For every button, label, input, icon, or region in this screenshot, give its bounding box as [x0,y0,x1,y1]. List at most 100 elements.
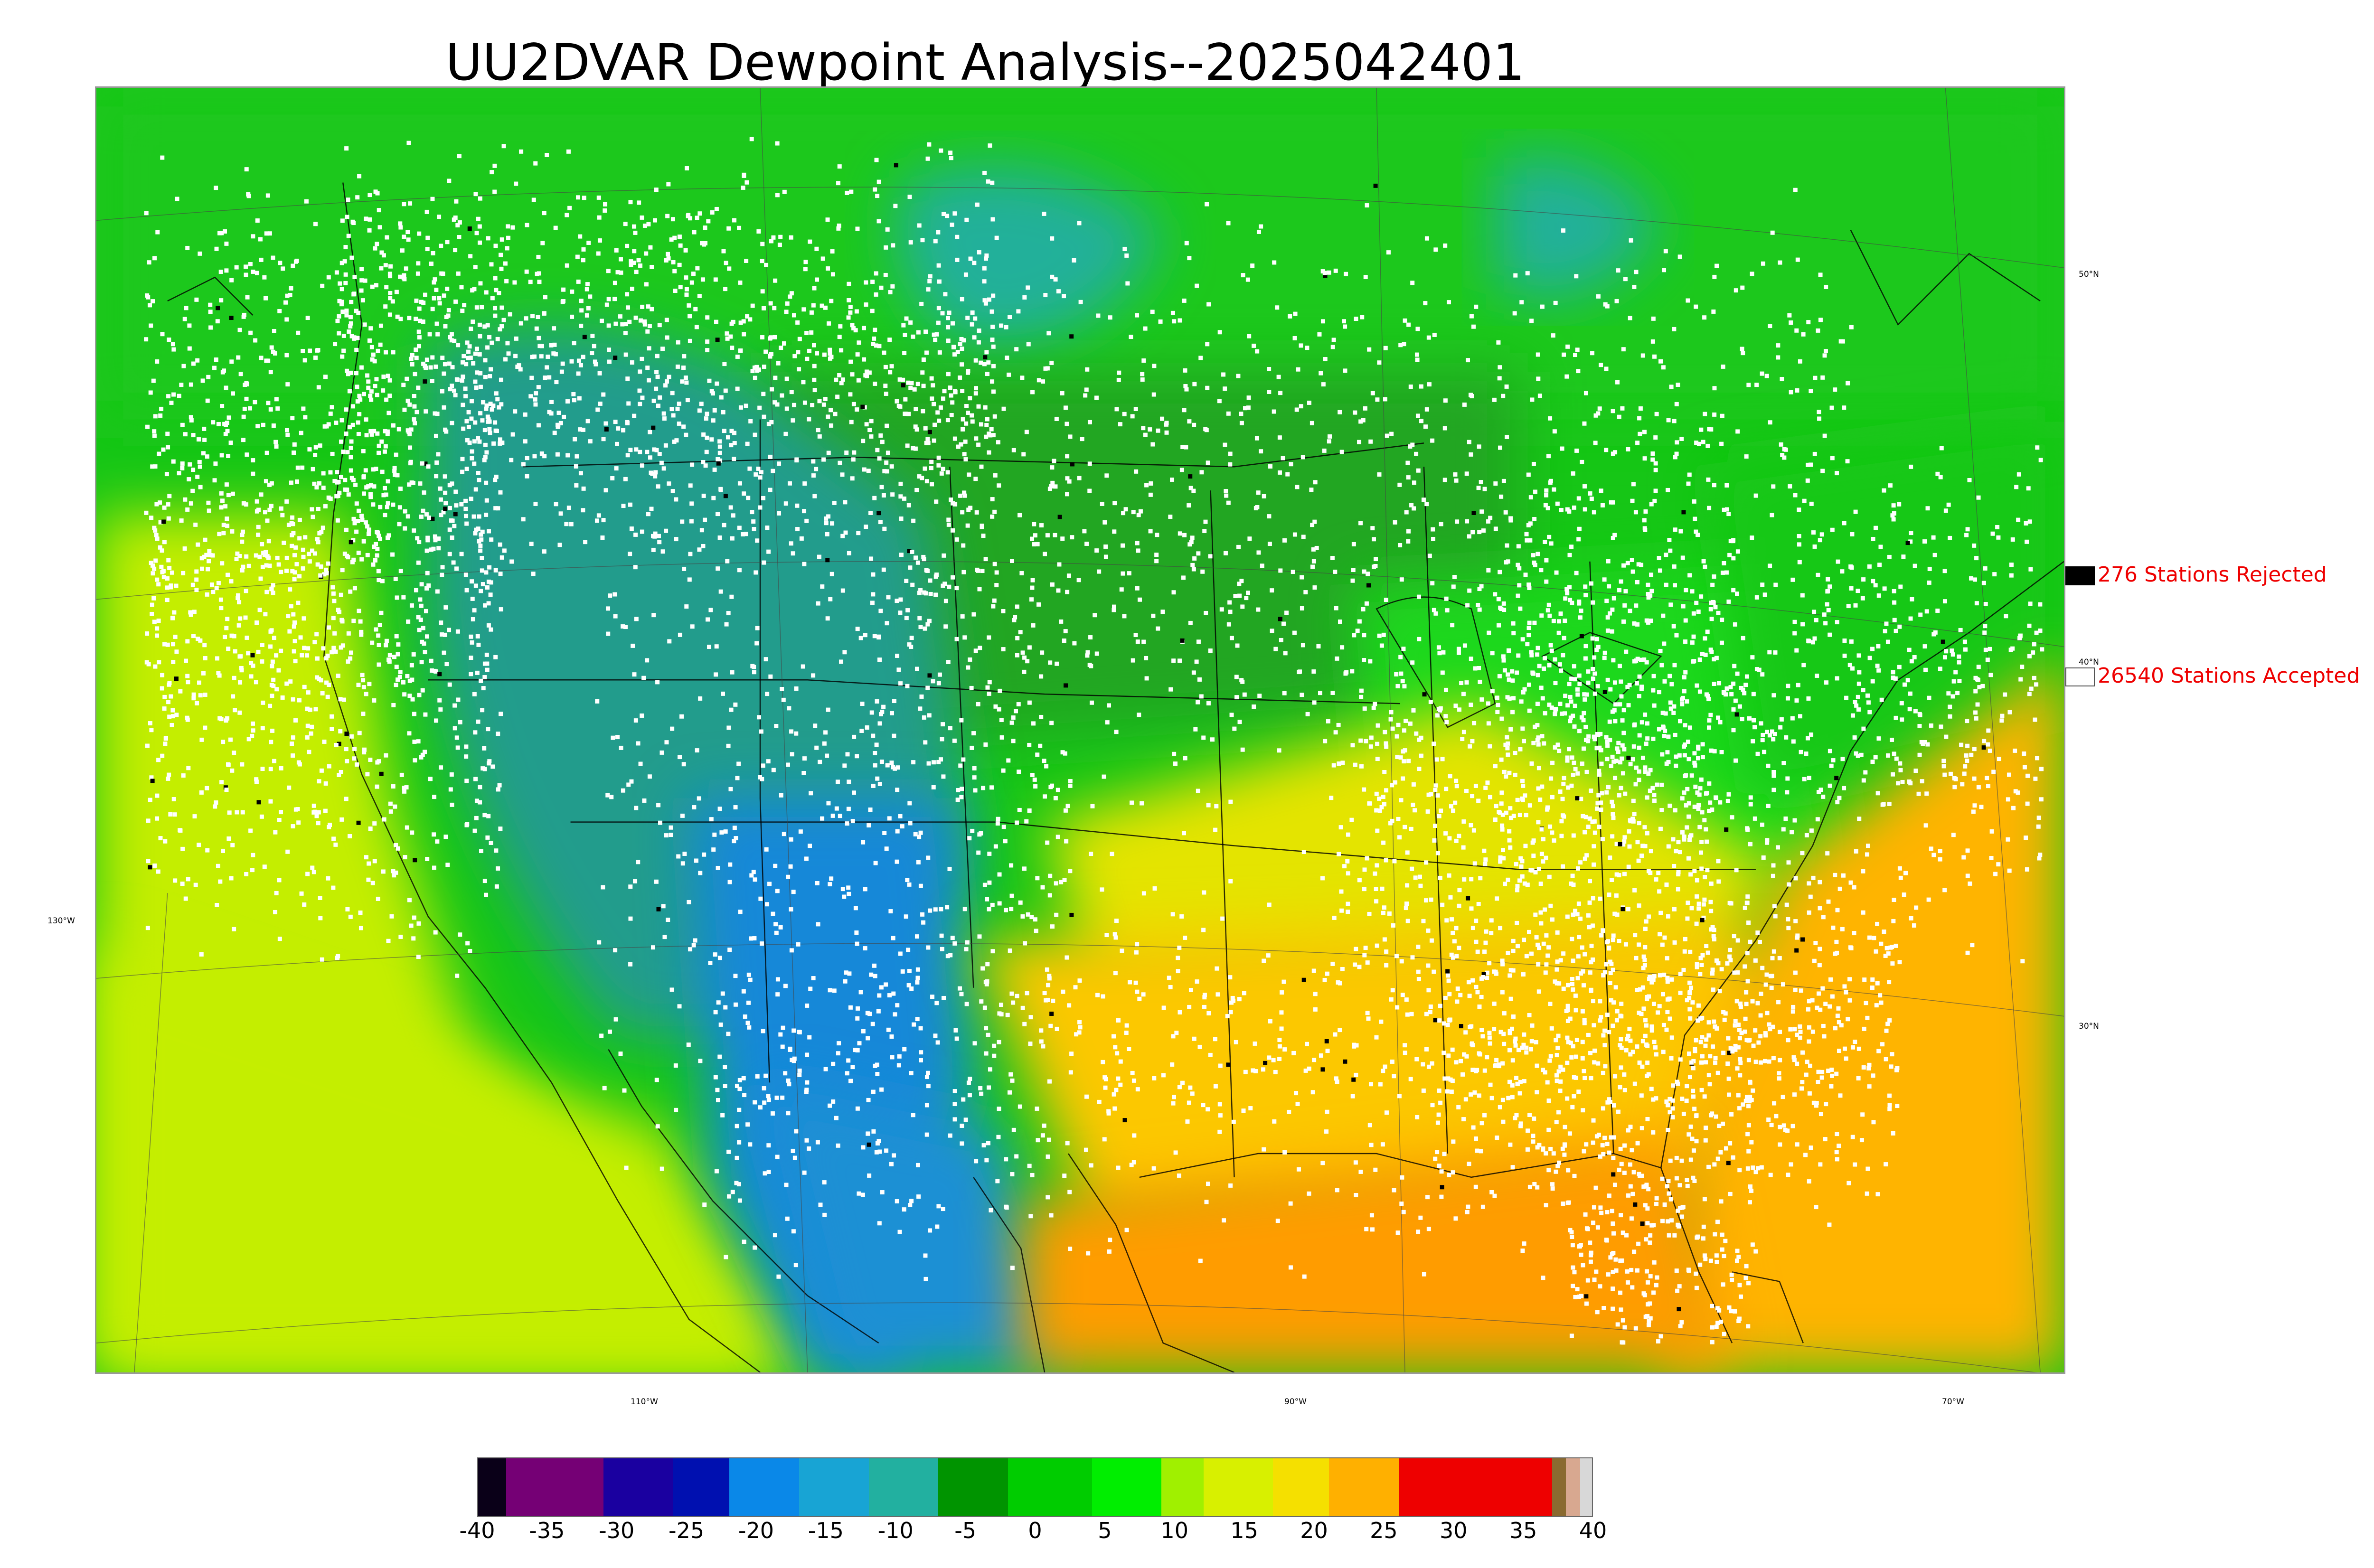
station-marker [359,289,364,293]
station-marker [960,347,964,351]
station-marker [530,314,535,318]
station-marker [1467,440,1471,444]
station-marker [579,471,583,475]
station-marker [1721,365,1725,369]
station-marker [1694,305,1698,309]
station-marker [456,745,460,750]
station-marker [1791,1009,1795,1014]
station-marker [862,357,866,362]
station-marker [285,294,290,298]
station-marker [828,348,832,352]
station-marker [1569,699,1573,704]
station-marker [1352,542,1356,546]
station-marker [1771,231,1775,235]
station-marker [1544,962,1548,967]
station-marker [1672,864,1676,868]
station-marker [442,405,446,410]
station-marker [1459,1059,1463,1063]
station-marker [684,376,688,380]
station-marker [1410,442,1414,447]
station-marker [410,603,414,608]
station-marker [478,323,482,327]
station-marker [1866,1066,1871,1070]
station-marker [1849,639,1854,644]
station-marker [586,241,591,245]
station-marker [1234,675,1239,679]
station-marker [701,277,705,282]
station-marker [301,406,305,411]
station-marker [1673,808,1677,812]
station-marker [825,532,829,536]
station-marker [232,676,236,680]
station-marker [810,310,814,315]
station-marker [1757,668,1762,672]
station-marker [2014,485,2018,489]
station-marker [593,359,597,364]
station-marker [1713,1061,1717,1065]
station-marker [1793,988,1798,992]
station-marker [1622,835,1627,839]
station-marker [1652,793,1656,797]
station-marker [628,552,632,556]
station-marker [511,432,515,437]
station-marker [1972,747,1977,751]
station-marker [1565,1097,1569,1101]
station-marker [338,282,342,286]
station-marker [1592,1060,1596,1064]
station-marker [1951,694,1955,698]
station-marker [834,378,838,382]
station-marker [181,571,185,575]
station-marker [368,758,372,762]
station-marker [1829,764,1834,768]
station-marker [372,698,376,703]
station-marker [1724,483,1729,488]
station-marker [1083,393,1087,397]
station-marker [1894,676,1898,681]
station-marker [1536,673,1540,677]
station-marker [1695,1139,1699,1143]
station-marker [443,507,447,511]
station-marker [1022,295,1027,300]
station-marker [1559,508,1564,512]
station-marker [357,432,361,436]
station-marker [1764,983,1768,987]
station-marker [1507,838,1512,843]
station-marker [374,283,378,287]
station-marker [1654,468,1658,472]
station-marker [867,428,872,432]
station-marker [1292,631,1297,635]
station-marker [171,660,175,664]
station-marker [1575,347,1580,352]
station-marker [2000,714,2004,718]
station-marker [1583,830,1587,835]
station-marker [388,653,392,657]
station-marker [473,192,478,196]
station-marker [2036,825,2041,829]
station-marker [346,372,350,376]
station-marker [1121,544,1125,548]
station-marker [429,366,433,370]
station-marker [1335,657,1339,661]
station-marker [1620,718,1625,723]
station-marker [857,378,861,383]
station-marker [357,509,361,513]
station-marker [411,936,415,940]
station-marker [755,368,759,373]
station-marker [1835,908,1839,912]
station-marker [365,524,369,528]
station-marker [1439,522,1443,526]
station-marker [1322,449,1327,453]
station-marker [656,404,660,408]
station-marker [934,499,938,504]
station-marker [393,805,397,809]
station-marker [267,508,272,512]
station-marker [1272,260,1276,264]
station-marker [1430,439,1434,443]
station-marker [1085,650,1090,655]
station-marker [1826,589,1830,593]
station-marker [1485,976,1489,980]
station-marker [492,190,497,194]
station-marker [1734,288,1738,292]
station-marker [1204,611,1208,615]
station-marker [1088,663,1092,667]
